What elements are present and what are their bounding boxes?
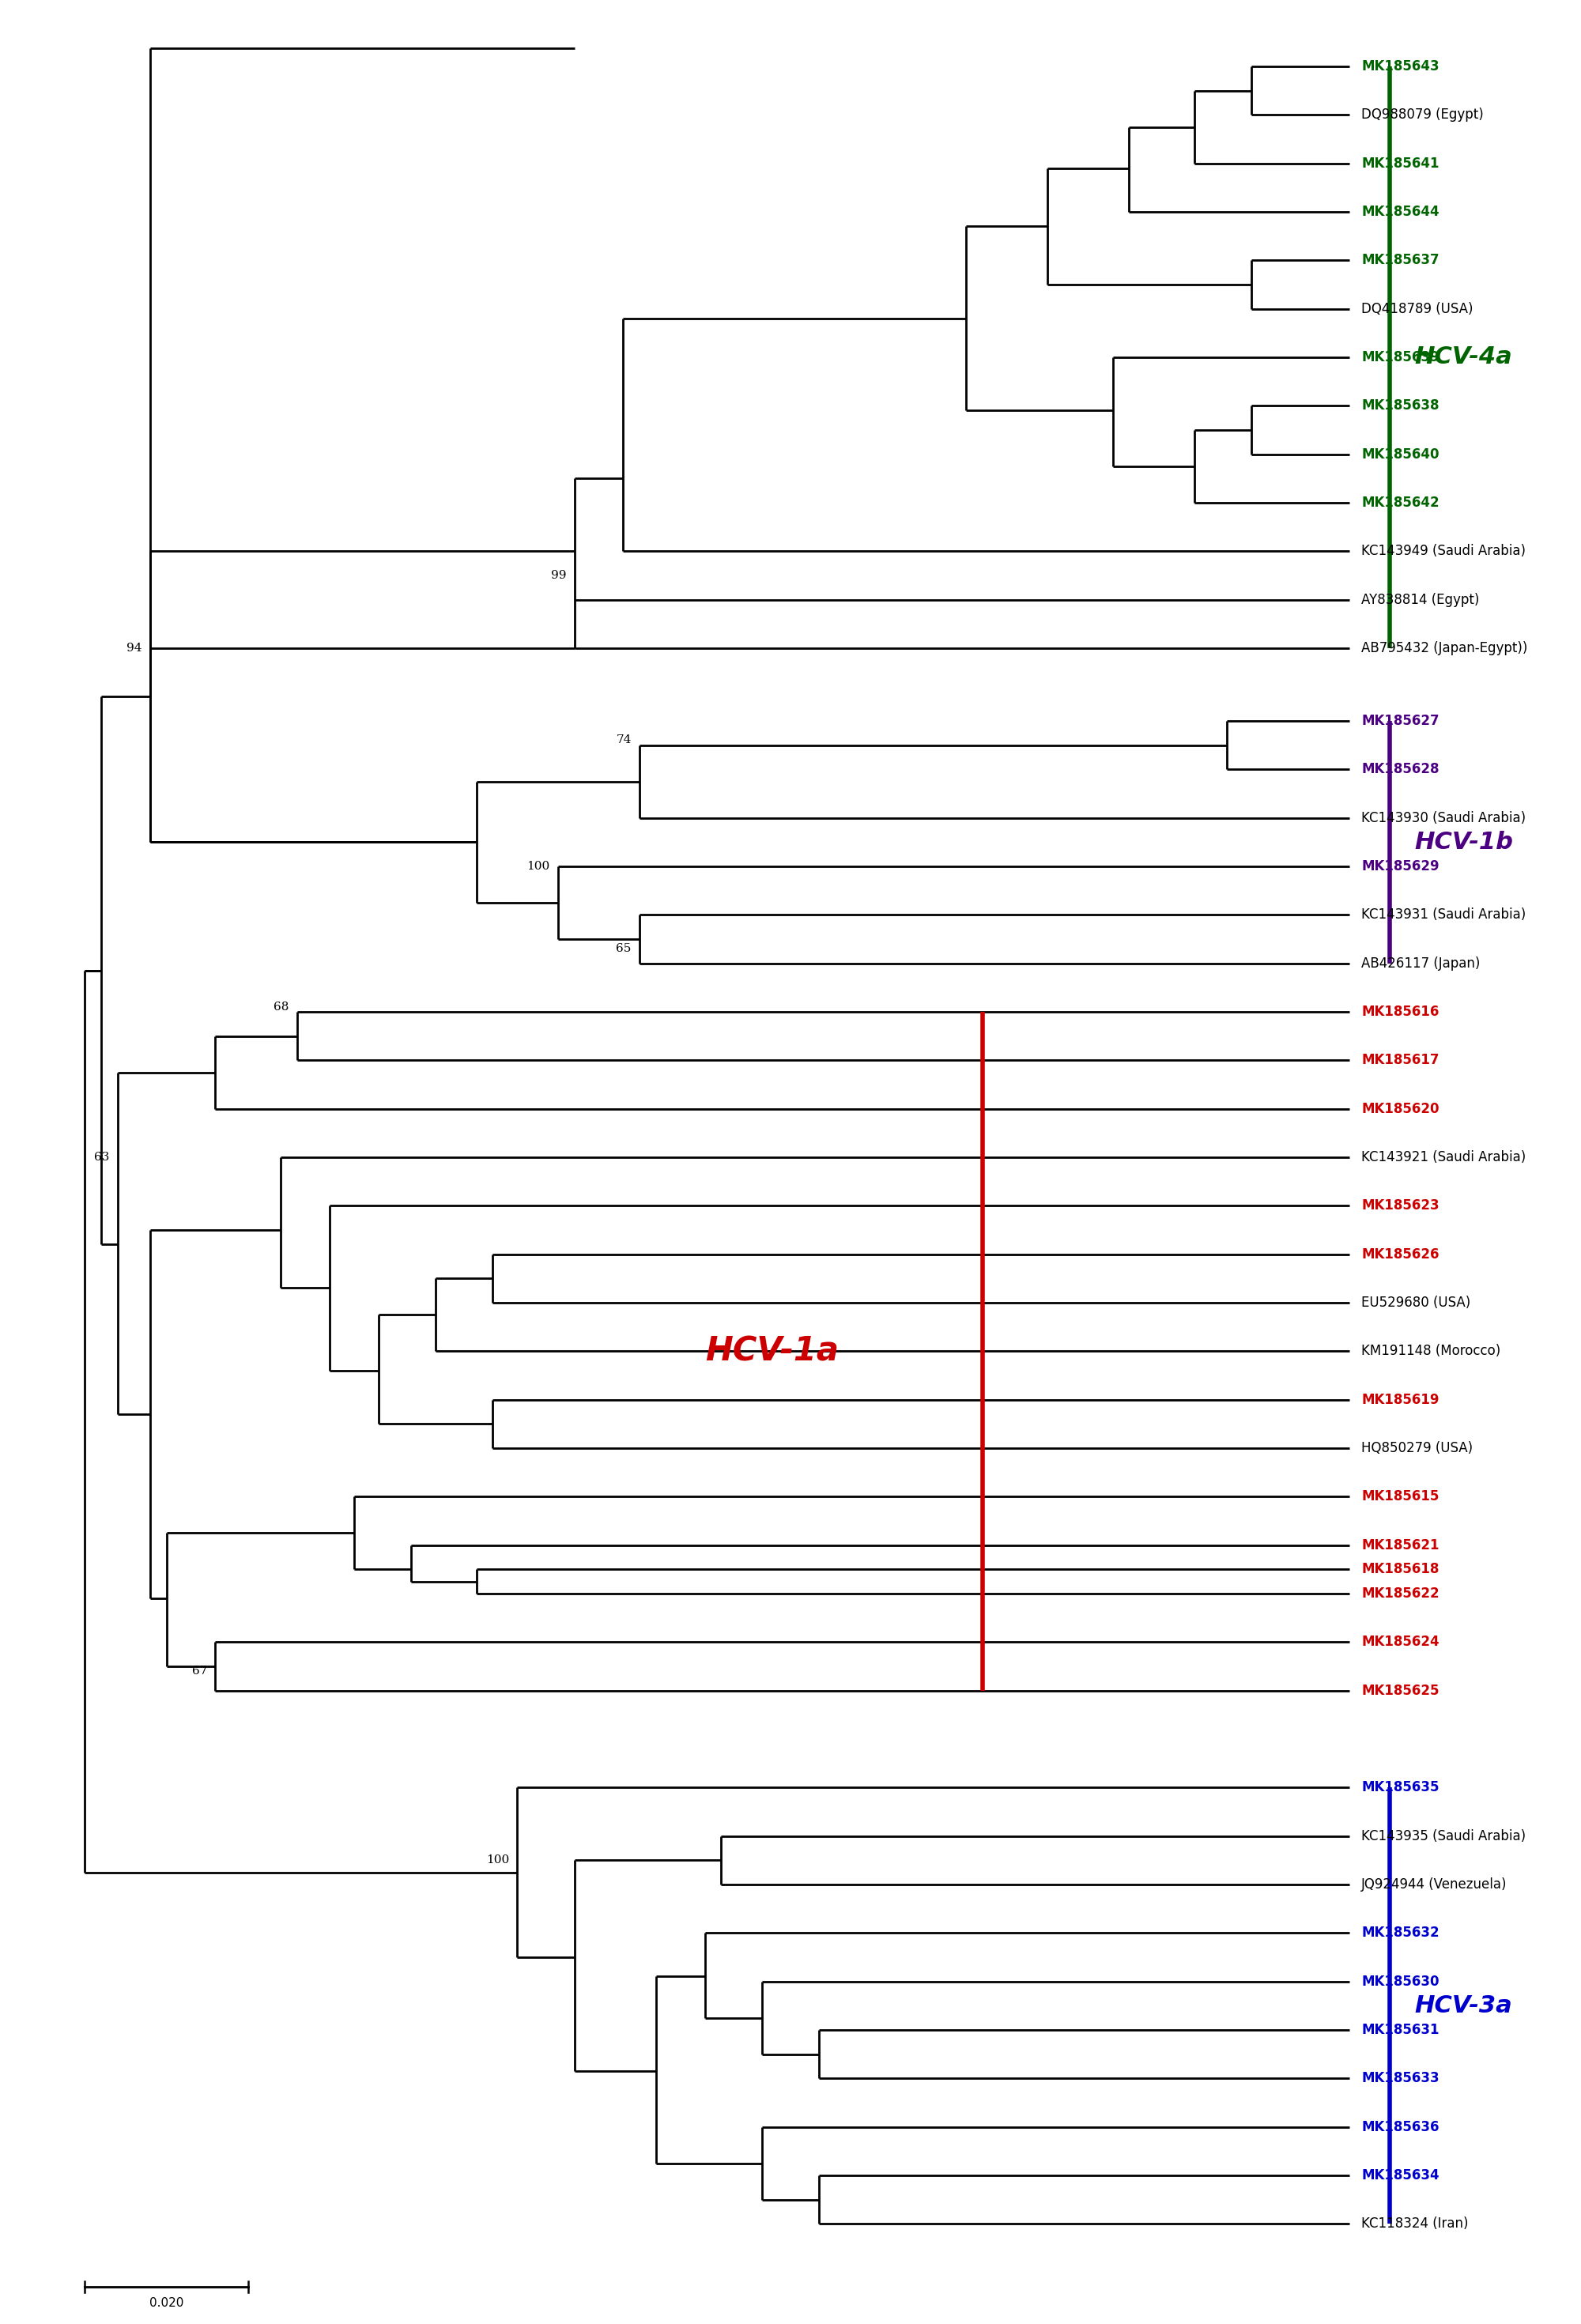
Text: MK185621: MK185621 xyxy=(1361,1538,1439,1552)
Text: MK185632: MK185632 xyxy=(1361,1927,1439,1941)
Text: 94: 94 xyxy=(126,641,142,653)
Text: MK185615: MK185615 xyxy=(1361,1490,1439,1504)
Text: MK185626: MK185626 xyxy=(1361,1248,1439,1262)
Text: JQ924944 (Venezuela): JQ924944 (Venezuela) xyxy=(1361,1878,1507,1892)
Text: MK185633: MK185633 xyxy=(1361,2071,1439,2085)
Text: MK185627: MK185627 xyxy=(1361,713,1439,727)
Text: MK185636: MK185636 xyxy=(1361,2119,1439,2133)
Text: DQ988079 (Egypt): DQ988079 (Egypt) xyxy=(1361,107,1485,121)
Text: KC143931 (Saudi Arabia): KC143931 (Saudi Arabia) xyxy=(1361,909,1526,923)
Text: MK185641: MK185641 xyxy=(1361,156,1439,170)
Text: EU529680 (USA): EU529680 (USA) xyxy=(1361,1294,1470,1311)
Text: MK185620: MK185620 xyxy=(1361,1102,1439,1116)
Text: AY838814 (Egypt): AY838814 (Egypt) xyxy=(1361,593,1480,607)
Text: HQ850279 (USA): HQ850279 (USA) xyxy=(1361,1441,1473,1455)
Text: 67: 67 xyxy=(191,1666,207,1676)
Text: MK185622: MK185622 xyxy=(1361,1587,1439,1601)
Text: MK185638: MK185638 xyxy=(1361,400,1439,414)
Text: DQ418789 (USA): DQ418789 (USA) xyxy=(1361,302,1473,316)
Text: MK185617: MK185617 xyxy=(1361,1053,1439,1067)
Text: MK185616: MK185616 xyxy=(1361,1004,1439,1018)
Text: KM191148 (Morocco): KM191148 (Morocco) xyxy=(1361,1343,1500,1357)
Text: HCV-1b: HCV-1b xyxy=(1415,830,1513,853)
Text: 99: 99 xyxy=(550,569,566,581)
Text: MK185640: MK185640 xyxy=(1361,446,1439,460)
Text: MK185624: MK185624 xyxy=(1361,1634,1439,1650)
Text: HCV-4a: HCV-4a xyxy=(1415,346,1513,370)
Text: 74: 74 xyxy=(617,734,631,746)
Text: HCV-1a: HCV-1a xyxy=(705,1334,838,1369)
Text: MK185623: MK185623 xyxy=(1361,1199,1439,1213)
Text: 65: 65 xyxy=(617,944,631,955)
Text: MK185631: MK185631 xyxy=(1361,2022,1439,2036)
Text: AB795432 (Japan-Egypt)): AB795432 (Japan-Egypt)) xyxy=(1361,641,1527,655)
Text: 68: 68 xyxy=(274,1002,289,1013)
Text: 63: 63 xyxy=(93,1153,109,1162)
Text: MK185625: MK185625 xyxy=(1361,1683,1439,1697)
Text: MK185634: MK185634 xyxy=(1361,2168,1439,2182)
Text: KC143935 (Saudi Arabia): KC143935 (Saudi Arabia) xyxy=(1361,1829,1526,1843)
Text: MK185635: MK185635 xyxy=(1361,1780,1439,1794)
Text: MK185630: MK185630 xyxy=(1361,1973,1439,1989)
Text: KC143949 (Saudi Arabia): KC143949 (Saudi Arabia) xyxy=(1361,544,1526,558)
Text: KC143930 (Saudi Arabia): KC143930 (Saudi Arabia) xyxy=(1361,811,1526,825)
Text: MK185619: MK185619 xyxy=(1361,1392,1439,1406)
Text: HCV-3a: HCV-3a xyxy=(1415,1994,1513,2017)
Text: MK185644: MK185644 xyxy=(1361,205,1439,218)
Text: KC143921 (Saudi Arabia): KC143921 (Saudi Arabia) xyxy=(1361,1150,1526,1164)
Text: MK185628: MK185628 xyxy=(1361,762,1439,776)
Text: MK185637: MK185637 xyxy=(1361,253,1439,267)
Text: MK185639: MK185639 xyxy=(1361,351,1439,365)
Text: MK185642: MK185642 xyxy=(1361,495,1439,509)
Text: 0.020: 0.020 xyxy=(149,2296,183,2308)
Text: KC118324 (Iran): KC118324 (Iran) xyxy=(1361,2217,1469,2231)
Text: MK185618: MK185618 xyxy=(1361,1562,1439,1576)
Text: MK185643: MK185643 xyxy=(1361,58,1439,74)
Text: 100: 100 xyxy=(526,860,550,872)
Text: 100: 100 xyxy=(485,1855,509,1866)
Text: MK185629: MK185629 xyxy=(1361,860,1439,874)
Text: AB426117 (Japan): AB426117 (Japan) xyxy=(1361,955,1480,971)
